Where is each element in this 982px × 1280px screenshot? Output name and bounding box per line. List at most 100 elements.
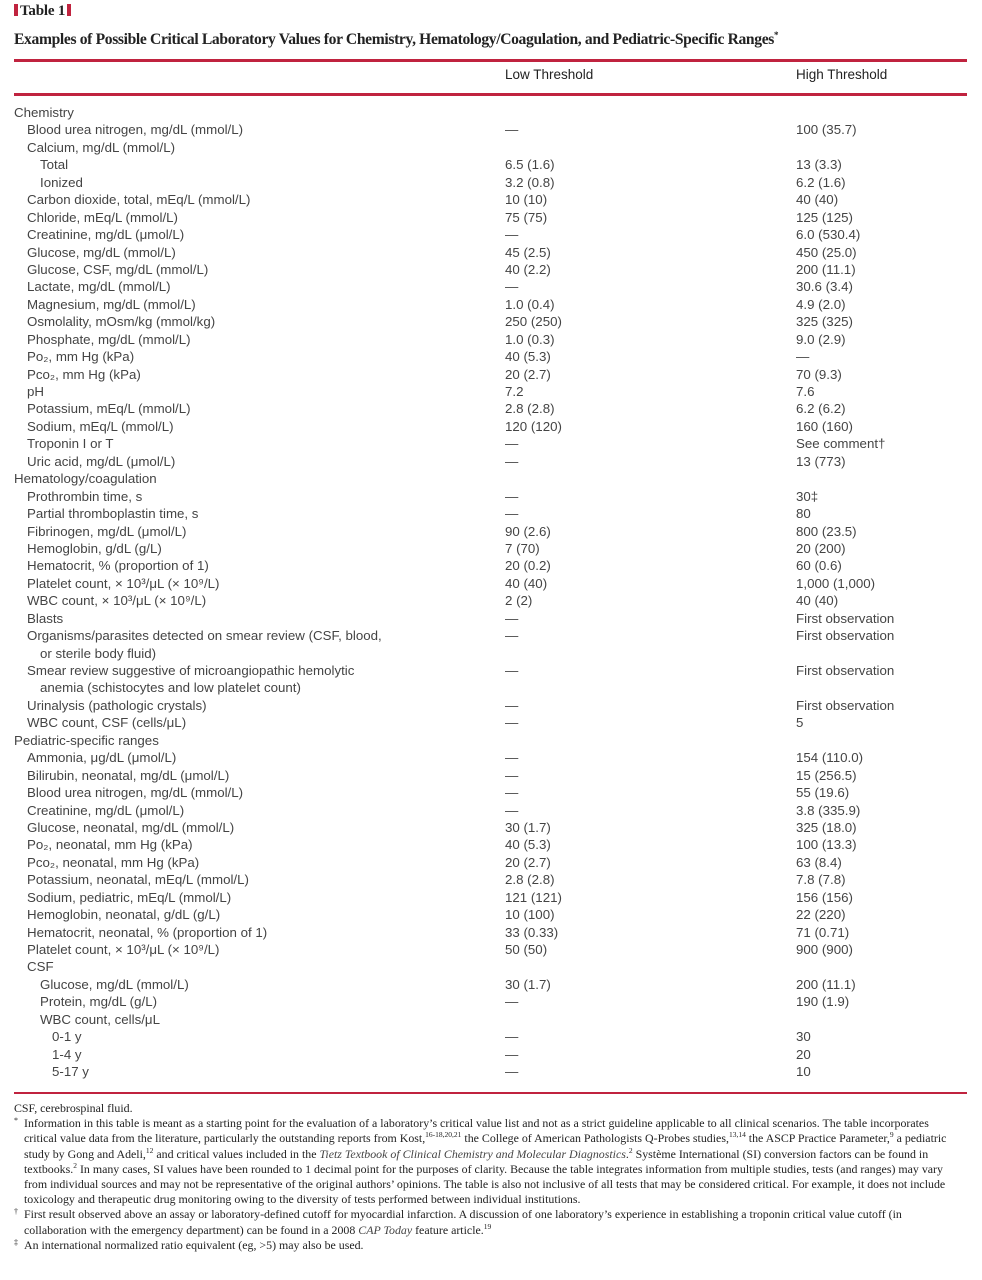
row-label: Glucose, mg/dL (mmol/L) xyxy=(40,976,189,993)
table-row: Phosphate, mg/dL (mmol/L) 1.0 (0.3) 9.0 (2… xyxy=(0,331,982,348)
table-row: Sodium, pediatric, mEq/L (mmol/L) 121 (12… xyxy=(0,889,982,906)
low-threshold-cell: — xyxy=(505,436,519,452)
row-label-text: Glucose, mg/dL (mmol/L) xyxy=(27,244,176,260)
row-label-text: Blood urea nitrogen, mg/dL (mmol/L) xyxy=(27,785,244,801)
row-label-text: Po₂, neonatal, mm Hg (kPa) xyxy=(27,837,193,853)
high-threshold-cell: 200 (11.1) xyxy=(796,976,856,992)
low-threshold-cell: — xyxy=(505,1029,519,1045)
row-label: Hematology/coagulation xyxy=(14,470,157,487)
table-row: Blood urea nitrogen, mg/dL (mmol/L) — 100 … xyxy=(0,121,982,138)
high-threshold-cell: 13 (3.3) xyxy=(796,157,842,173)
table-row: Potassium, mEq/L (mmol/L) 2.8 (2.8) 6.2 (… xyxy=(0,400,982,417)
high-threshold-cell: 160 (160) xyxy=(796,418,853,434)
row-label-text: Smear review suggestive of microangiopat… xyxy=(27,663,355,679)
row-label-text: Glucose, mg/dL (mmol/L) xyxy=(40,976,189,992)
reference-superscript: 13,14 xyxy=(728,1130,746,1140)
italic-title: Tietz Textbook of Clinical Chemistry and… xyxy=(319,1146,626,1161)
table-row: Total 6.5 (1.6) 13 (3.3) xyxy=(0,156,982,173)
table-row: 5-17 y — 10 xyxy=(0,1063,982,1080)
high-threshold-cell: 325 (18.0) xyxy=(796,819,857,835)
high-threshold-cell: 1,000 (1,000) xyxy=(796,575,876,591)
row-label: Carbon dioxide, total, mEq/L (mmol/L) xyxy=(27,191,250,208)
high-threshold-cell: 40 (40) xyxy=(796,192,839,208)
row-label-text: Blasts xyxy=(27,610,64,626)
row-label: Sodium, mEq/L (mmol/L) xyxy=(27,418,174,435)
low-threshold-cell: — xyxy=(505,227,519,243)
row-label-text: Platelet count, × 10³/μL (× 10⁹/L) xyxy=(27,575,220,591)
high-threshold-cell: 200 (11.1) xyxy=(796,261,856,277)
low-threshold-cell: — xyxy=(505,767,519,783)
table-row: Po₂, mm Hg (kPa) 40 (5.3) — xyxy=(0,348,982,365)
table-row: Partial thromboplastin time, s — 80 xyxy=(0,505,982,522)
row-label: 0-1 y xyxy=(52,1028,82,1045)
row-label-text: Ionized xyxy=(40,174,83,190)
low-threshold-cell: — xyxy=(505,750,519,766)
low-threshold-cell: 2.8 (2.8) xyxy=(505,872,555,888)
reference-superscript: 19 xyxy=(483,1221,492,1231)
reference-superscript: 16-18,20,21 xyxy=(425,1130,462,1140)
footnote-text: a pediatric study by Gong and Adeli, xyxy=(24,1131,947,1161)
row-label: Total xyxy=(40,156,68,173)
footnote-text: First result observed above an assay or … xyxy=(24,1207,902,1237)
row-label-text: Total xyxy=(40,157,69,173)
row-label-text: Blood urea nitrogen, mg/dL (mmol/L) xyxy=(27,122,244,138)
high-threshold-cell: 325 (325) xyxy=(796,314,853,330)
reference-superscript: 2 xyxy=(73,1160,77,1170)
row-label: Potassium, neonatal, mEq/L (mmol/L) xyxy=(27,871,249,888)
row-label: Creatinine, mg/dL (μmol/L) xyxy=(27,226,184,243)
table-body: Chemistry Blood urea nitrogen, mg/dL (mmo… xyxy=(0,104,982,1081)
low-threshold-cell: — xyxy=(505,697,519,713)
row-label-text: Potassium, neonatal, mEq/L (mmol/L) xyxy=(27,872,249,888)
row-label-text: 5-17 y xyxy=(52,1064,89,1080)
row-label: Phosphate, mg/dL (mmol/L) xyxy=(27,331,191,348)
low-threshold-cell: 120 (120) xyxy=(505,418,562,434)
high-threshold-cell: 156 (156) xyxy=(796,889,853,905)
row-label-text: Pco₂, mm Hg (kPa) xyxy=(27,366,141,382)
row-label-text: Glucose, CSF, mg/dL (mmol/L) xyxy=(27,261,209,277)
row-label-text: Sodium, mEq/L (mmol/L) xyxy=(27,418,174,434)
high-threshold-cell: 10 xyxy=(796,1064,811,1080)
footnote-text: Information in this table is meant as a … xyxy=(24,1116,929,1146)
table-row: Glucose, neonatal, mg/dL (mmol/L) 30 (1.7… xyxy=(0,819,982,836)
low-threshold-cell: 20 (0.2) xyxy=(505,558,551,574)
row-label-text: Calcium, mg/dL (mmol/L) xyxy=(27,139,176,155)
row-label-text: Lactate, mg/dL (mmol/L) xyxy=(27,279,171,295)
table-row: Platelet count, × 10³/μL (× 10⁹/L) 50 (50… xyxy=(0,941,982,958)
low-threshold-cell: 30 (1.7) xyxy=(505,819,551,835)
row-label-text: Bilirubin, neonatal, mg/dL (μmol/L) xyxy=(27,767,230,783)
low-threshold-cell: 7.2 xyxy=(505,384,524,399)
row-label: Pco₂, mm Hg (kPa) xyxy=(27,366,141,383)
row-label: Protein, mg/dL (g/L) xyxy=(40,993,157,1010)
section-header-row: Hematology/coagulation xyxy=(0,470,982,487)
row-label: Hematocrit, neonatal, % (proportion of 1… xyxy=(27,924,267,941)
row-label-text: Pco₂, neonatal, mm Hg (kPa) xyxy=(27,854,200,870)
high-threshold-cell: 9.0 (2.9) xyxy=(796,331,846,347)
row-label-text: Prothrombin time, s xyxy=(27,488,143,504)
table-row: Hemoglobin, neonatal, g/dL (g/L) 10 (100)… xyxy=(0,906,982,923)
table-row: Ionized 3.2 (0.8) 6.2 (1.6) xyxy=(0,174,982,191)
top-rule xyxy=(14,59,967,62)
low-threshold-cell: 250 (250) xyxy=(505,314,562,330)
high-threshold-cell: 60 (0.6) xyxy=(796,558,842,574)
row-label: WBC count, × 10³/μL (× 10⁹/L) xyxy=(27,592,206,609)
high-threshold-cell: 190 (1.9) xyxy=(796,994,850,1010)
footnote-text: . xyxy=(625,1146,629,1161)
row-label-text: WBC count, cells/μL xyxy=(40,1011,160,1027)
low-threshold-cell: — xyxy=(505,715,519,731)
row-label: Platelet count, × 10³/μL (× 10⁹/L) xyxy=(27,575,219,592)
table-row: Hematocrit, % (proportion of 1) 20 (0.2) 6… xyxy=(0,557,982,574)
row-label-text: Creatinine, mg/dL (μmol/L) xyxy=(27,802,185,818)
section-header-row: Chemistry xyxy=(0,104,982,121)
table-row: Creatinine, mg/dL (μmol/L) — 6.0 (530.4) xyxy=(0,226,982,243)
row-label: Creatinine, mg/dL (μmol/L) xyxy=(27,802,184,819)
table-row: Glucose, mg/dL (mmol/L) 45 (2.5) 450 (25.0… xyxy=(0,244,982,261)
footnote-text: feature article. xyxy=(412,1222,484,1237)
high-threshold-cell: 100 (35.7) xyxy=(796,122,857,138)
low-threshold-cell: 20 (2.7) xyxy=(505,854,551,870)
table-row: Lactate, mg/dL (mmol/L) — 30.6 (3.4) xyxy=(0,278,982,295)
row-label: Glucose, neonatal, mg/dL (mmol/L) xyxy=(27,819,234,836)
table-row: WBC count, cells/μL xyxy=(0,1011,982,1028)
row-label: WBC count, CSF (cells/μL) xyxy=(27,714,186,731)
low-threshold-cell: 121 (121) xyxy=(505,889,562,905)
low-threshold-cell: 33 (0.33) xyxy=(505,924,559,940)
